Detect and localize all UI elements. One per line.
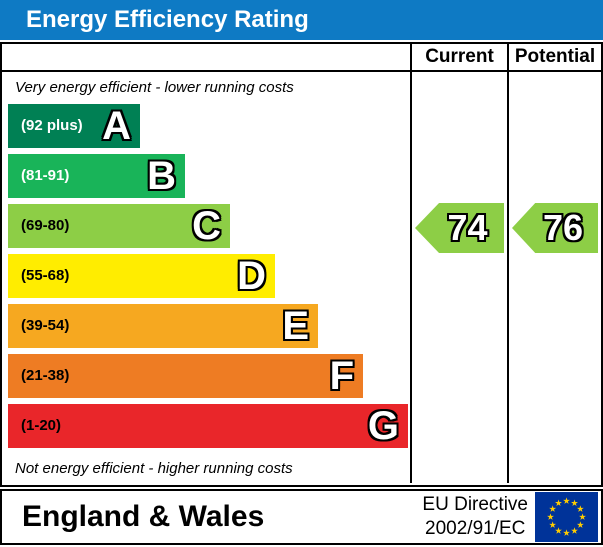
rating-table: Current Potential Very energy efficient … (0, 42, 603, 487)
band-letter: G (367, 403, 399, 448)
band-range-label: (92 plus) (21, 117, 83, 135)
band-range-label: (21-38) (21, 367, 70, 385)
band-letter: E (282, 303, 309, 348)
potential-column-header: Potential (514, 46, 596, 67)
band-range-label: (1-20) (21, 417, 62, 435)
eu-flag-icon (535, 492, 598, 542)
band-row-b: (81-91) B (8, 153, 410, 204)
band-row-c: (69-80) C (8, 203, 410, 254)
rating-bands: (92 plus) A (81-91) B (69-80) C (8, 103, 410, 454)
rating-scale-cell: Very energy efficient - lower running co… (2, 72, 412, 483)
band-row-f: (21-38) F (8, 353, 410, 404)
table-header-row: Current Potential (2, 44, 601, 72)
eu-directive-label: EU Directive 2002/91/EC (422, 493, 528, 541)
band-bar-e: (39-54) E (8, 303, 318, 348)
chart-header-spacer (2, 44, 412, 70)
band-bar-f: (21-38) F (8, 353, 363, 398)
band-bar-b: (81-91) B (8, 153, 185, 198)
eu-directive-line2: 2002/91/EC (425, 518, 526, 539)
eu-directive-line1: EU Directive (422, 494, 528, 516)
page-title-text: Energy Efficiency Rating (26, 6, 309, 33)
region-label: England & Wales (22, 500, 265, 533)
band-bar-g: (1-20) G (8, 403, 408, 448)
band-letter: C (192, 203, 221, 248)
current-rating-cell: 74 (412, 72, 509, 483)
band-row-a: (92 plus) A (8, 103, 410, 154)
current-rating-arrow: 74 (415, 203, 504, 253)
not-efficient-note: Not energy efficient - higher running co… (15, 459, 293, 477)
potential-rating-cell: 76 (509, 72, 601, 483)
band-letter: F (329, 353, 354, 398)
footer-bar: England & Wales EU Directive 2002/91/EC (0, 489, 603, 545)
band-letter: B (147, 153, 176, 198)
band-row-g: (1-20) G (8, 403, 410, 454)
band-row-e: (39-54) E (8, 303, 410, 354)
band-range-label: (39-54) (21, 317, 70, 335)
band-letter: D (237, 253, 266, 298)
band-range-label: (69-80) (21, 217, 70, 235)
efficient-note: Very energy efficient - lower running co… (15, 79, 294, 97)
band-range-label: (81-91) (21, 167, 70, 185)
potential-rating-value: 76 (542, 207, 584, 248)
band-row-d: (55-68) D (8, 253, 410, 304)
band-range-label: (55-68) (21, 267, 70, 285)
current-column-header: Current (412, 44, 509, 70)
current-rating-value: 74 (447, 207, 488, 248)
page-title: Energy Efficiency Rating (0, 0, 603, 40)
band-bar-a: (92 plus) A (8, 103, 140, 148)
band-bar-c: (69-80) C (8, 203, 230, 248)
band-letter: A (102, 103, 131, 148)
potential-rating-arrow: 76 (512, 203, 598, 253)
band-bar-d: (55-68) D (8, 253, 275, 298)
table-body-row: Very energy efficient - lower running co… (2, 72, 601, 483)
